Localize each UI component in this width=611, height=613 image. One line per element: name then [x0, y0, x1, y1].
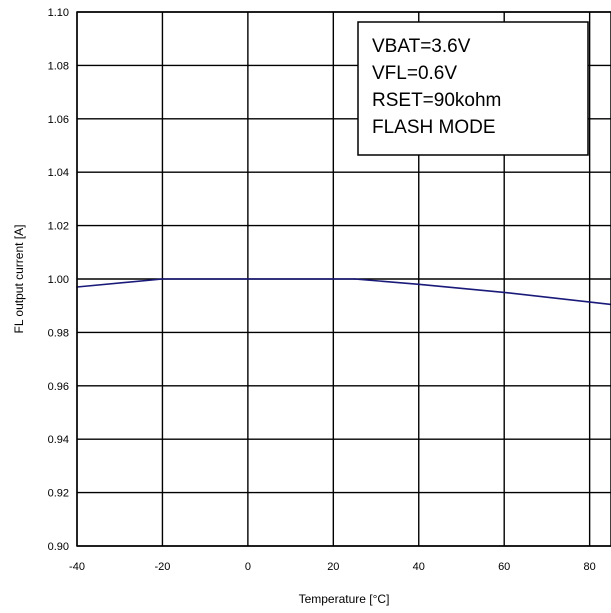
annotation-frame: [357, 21, 589, 156]
y-axis-title: FL output current [A]: [12, 225, 26, 334]
x-tick-label: -40: [69, 561, 85, 573]
x-tick-label: 20: [327, 561, 339, 573]
annotation-line: VFL=0.6V: [372, 63, 457, 84]
y-tick-label: 1.08: [48, 60, 69, 72]
x-axis-title: Temperature [°C]: [299, 592, 390, 606]
annotation-line: VBAT=3.6V: [372, 36, 471, 57]
y-tick-label: 1.00: [48, 274, 69, 286]
data-point: [417, 283, 420, 286]
x-tick-label: 40: [413, 561, 425, 573]
y-tick-label: 0.92: [48, 488, 69, 500]
series-line: [76, 278, 611, 306]
data-point: [161, 278, 164, 280]
x-tick-label: -20: [154, 561, 170, 573]
y-tick-label: 1.04: [48, 167, 69, 179]
data-point: [503, 291, 506, 294]
y-tick-label: 1.06: [48, 114, 69, 126]
x-tick-label: 60: [498, 561, 510, 573]
y-tick-label: 0.98: [48, 327, 69, 339]
y-tick-label: 0.94: [48, 434, 69, 446]
annotation-box: VBAT=3.6V VFL=0.6V RSET=90kohm FLASH MODE: [357, 21, 589, 156]
annotation-line: RSET=90kohm: [372, 90, 501, 111]
x-tick-label: 0: [245, 561, 251, 573]
y-tick-label: 1.02: [48, 221, 69, 233]
x-tick-label: 80: [584, 561, 596, 573]
plot-frame: [76, 11, 611, 547]
y-tick-label: 0.96: [48, 381, 69, 393]
y-tick-label: 1.10: [48, 7, 69, 19]
tick-labels: 0.90 0.92 0.94 0.96 0.98 1.00 1.02 1.04 1.06 1.08…: [48, 7, 596, 573]
y-tick-label: 0.90: [48, 541, 69, 553]
plot-border: [76, 11, 611, 547]
annotation-line: FLASH MODE: [372, 117, 496, 138]
series-layer: [76, 278, 611, 306]
data-point: [353, 278, 356, 280]
